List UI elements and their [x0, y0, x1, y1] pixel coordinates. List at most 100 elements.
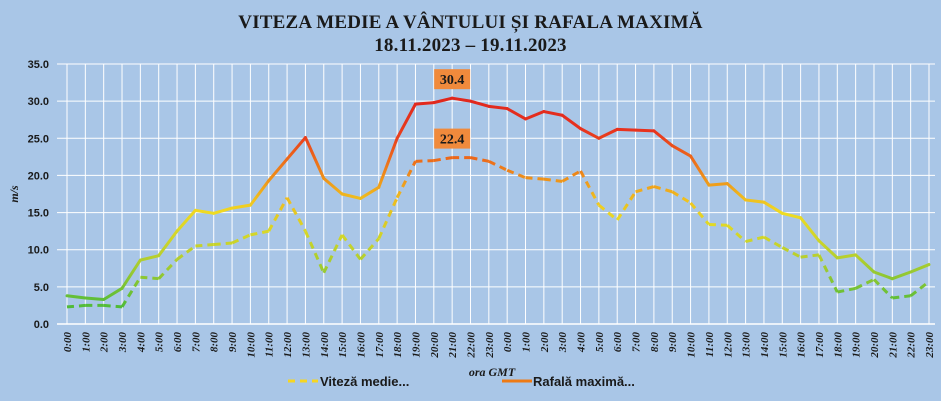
max-gust-segment — [468, 99, 491, 108]
x-tick-label: 0:00 — [62, 332, 74, 353]
mean-speed-segment — [231, 233, 252, 245]
x-tick-label: 19:00 — [410, 332, 422, 358]
max-gust-segment — [854, 253, 876, 274]
mean-speed-segment — [340, 233, 362, 261]
x-tick-label: 13:00 — [741, 332, 753, 358]
max-gust-segment — [157, 229, 179, 258]
x-tick-label: 8:00 — [649, 332, 661, 353]
max-gust-segment — [138, 254, 161, 262]
y-axis-label: m/s — [7, 185, 21, 203]
max-gust-segment — [175, 208, 197, 233]
mean-speed-segment — [763, 235, 784, 249]
max-gust-segment — [505, 107, 528, 121]
mean-speed-segment — [103, 303, 123, 309]
x-tick-label: 10:00 — [686, 332, 698, 358]
max-gust-segment — [303, 136, 326, 180]
max-gust-segment — [322, 176, 344, 196]
mean-speed-segment — [726, 224, 747, 243]
x-tick-label: 21:00 — [447, 332, 459, 359]
x-tick-label: 4:00 — [576, 332, 588, 354]
max-gust-segment — [579, 127, 601, 140]
mean-speed-segment — [285, 196, 307, 232]
x-tick-label: 15:00 — [777, 332, 789, 358]
max-gust-segment — [652, 129, 674, 148]
x-tick-label: 3:00 — [117, 332, 129, 354]
x-tick-label: 17:00 — [374, 332, 386, 358]
x-tick-label: 6:00 — [172, 332, 184, 353]
x-tick-label: 23:00 — [484, 332, 496, 359]
y-tick-label: 5.0 — [34, 282, 49, 294]
x-tick-label: 23:00 — [924, 332, 936, 359]
x-tick-label: 5:00 — [154, 332, 166, 353]
x-tick-label: 22:00 — [465, 332, 477, 359]
legend-label-gust: Rafală maximă... — [533, 374, 635, 389]
max-gust-segment — [542, 110, 564, 117]
max-gust-segment — [634, 128, 656, 133]
mean-speed-segment — [837, 286, 856, 294]
mean-speed-segment — [708, 222, 728, 227]
max-gust-segment — [413, 101, 436, 106]
max-gust-segment — [780, 211, 803, 220]
x-tick-label: 4:00 — [135, 332, 147, 354]
x-tick-label: 16:00 — [355, 332, 367, 358]
mean-speed-segment — [377, 197, 399, 240]
x-tick-label: 3:00 — [557, 332, 569, 354]
x-tick-label: 17:00 — [814, 332, 826, 358]
max-gust-segment — [230, 203, 252, 210]
max-gust-segment — [377, 136, 399, 189]
mean-speed-segment — [359, 237, 380, 261]
max-gust-segment — [597, 127, 619, 140]
peak-callout-label: 30.4 — [440, 73, 465, 88]
legend-label-mean: Viteză medie... — [320, 374, 409, 389]
y-tick-label: 10.0 — [28, 245, 49, 257]
mean-speed-segment — [470, 156, 490, 163]
max-gust-segment — [799, 216, 821, 243]
mean-speed-segment — [892, 294, 911, 300]
max-gust-segment — [267, 157, 289, 183]
mean-speed-segment — [561, 169, 582, 183]
max-gust-segment — [707, 182, 729, 187]
mean-speed-segment — [909, 280, 930, 297]
max-gust-segment — [212, 206, 234, 215]
peak-callout-box — [434, 128, 471, 149]
mean-speed-segment — [671, 190, 692, 205]
mean-speed-segment — [653, 185, 673, 194]
mean-speed-segment — [66, 303, 86, 309]
x-tick-label: 12:00 — [722, 332, 734, 358]
mean-speed-segment — [689, 201, 711, 226]
y-tick-label: 35.0 — [28, 59, 49, 71]
x-tick-label: 11:00 — [264, 332, 276, 358]
mean-speed-segment — [140, 275, 159, 281]
max-gust-segment — [450, 96, 472, 103]
max-gust-segment — [670, 144, 693, 158]
chart-subtitle: 18.11.2023 – 19.11.2023 — [374, 35, 567, 56]
max-gust-segment — [395, 102, 417, 140]
max-gust-segment — [762, 200, 784, 215]
mean-speed-segment — [213, 241, 233, 247]
peak-callout-label: 22.4 — [440, 133, 465, 148]
x-tick-label: 8:00 — [209, 332, 221, 353]
mean-speed-segment — [250, 229, 270, 237]
x-tick-label: 6:00 — [612, 332, 624, 353]
x-tick-label: 9:00 — [227, 332, 239, 353]
y-tick-label: 0.0 — [34, 319, 49, 331]
y-tick-label: 30.0 — [28, 96, 49, 108]
max-gust-segment — [890, 270, 913, 281]
mean-speed-segment — [615, 190, 637, 221]
max-gust-segment — [65, 294, 87, 300]
max-gust-segment — [817, 239, 839, 260]
mean-speed-segment — [872, 278, 894, 300]
max-gust-segment — [340, 192, 362, 200]
mean-speed-segment — [506, 168, 527, 180]
max-gust-segment — [744, 198, 766, 204]
max-gust-segment — [909, 263, 931, 274]
x-tick-label: 19:00 — [851, 332, 863, 358]
y-tick-label: 25.0 — [28, 133, 49, 145]
mean-speed-segment — [304, 230, 326, 274]
x-tick-label: 7:00 — [190, 332, 202, 353]
max-gust-segment — [524, 110, 546, 121]
x-tick-label: 18:00 — [392, 332, 404, 358]
x-tick-label: 20:00 — [869, 332, 881, 359]
x-tick-label: 9:00 — [667, 332, 679, 353]
